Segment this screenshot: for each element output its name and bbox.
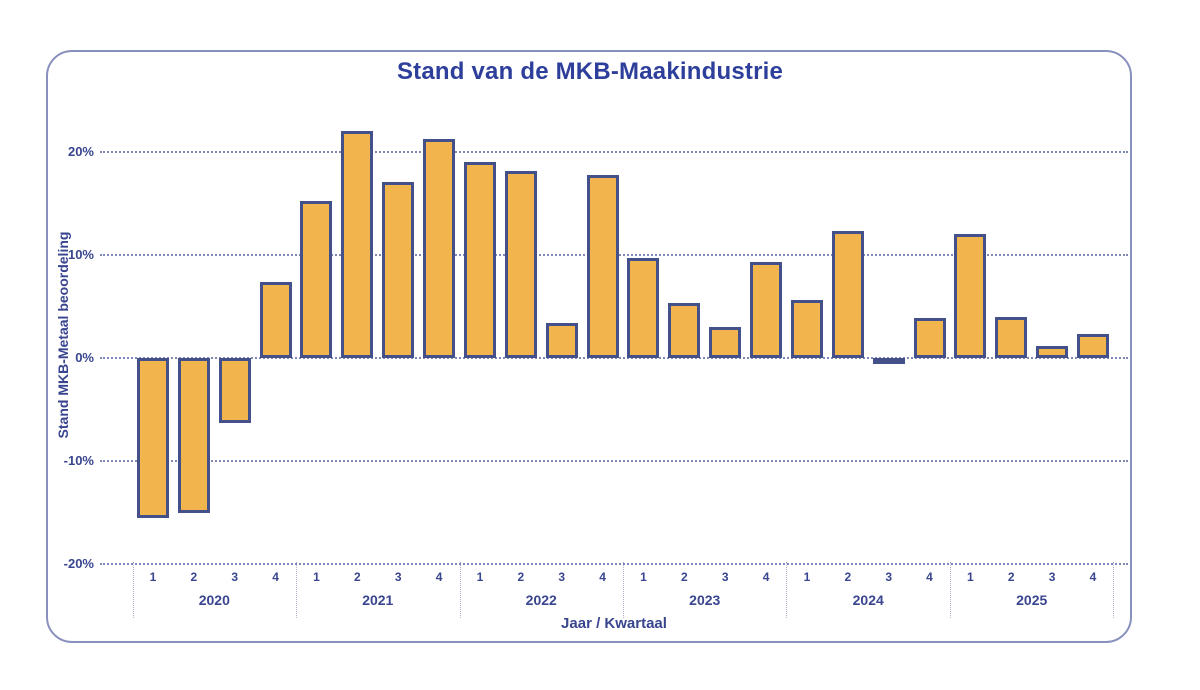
bar: [218, 358, 251, 423]
bar: [790, 300, 823, 358]
quarter-tick-label: 3: [721, 570, 729, 584]
bar: [831, 231, 864, 358]
gridline: [100, 357, 1128, 359]
bar: [995, 316, 1028, 358]
quarter-tick-label: 3: [1048, 570, 1056, 584]
bar: [709, 327, 742, 358]
quarter-tick-label: 1: [803, 570, 811, 584]
quarter-tick-label: 4: [1089, 570, 1097, 584]
bar: [341, 131, 374, 358]
y-tick-label: 0%: [75, 350, 94, 365]
bar: [504, 170, 537, 358]
gridline: [100, 563, 1128, 565]
bar: [382, 181, 415, 358]
quarter-tick-label: 1: [476, 570, 484, 584]
quarter-tick-label: 1: [313, 570, 320, 584]
bar: [177, 358, 210, 513]
year-separator: [623, 562, 624, 618]
bar: [668, 303, 701, 358]
chart-title: Stand van de MKB-Maakindustrie: [396, 58, 784, 85]
bar: [300, 201, 333, 358]
year-separator: [296, 562, 298, 618]
bar: [586, 174, 619, 358]
x-axis-title: Jaar / Kwartaal: [561, 615, 667, 632]
quarter-tick-label: 3: [558, 570, 566, 584]
bar: [954, 234, 987, 358]
bar: [423, 138, 456, 358]
bar: [627, 258, 660, 358]
quarter-tick-label: 2: [844, 570, 852, 584]
quarter-tick-label: 2: [190, 570, 198, 584]
quarter-tick-label: 4: [762, 570, 770, 584]
year-label: 2021: [362, 592, 394, 608]
year-label: 2020: [198, 592, 230, 608]
bar: [872, 358, 905, 364]
quarter-tick-label: 3: [885, 570, 892, 584]
bar: [463, 162, 496, 358]
year-separator: [786, 562, 788, 618]
gridline: [100, 151, 1128, 153]
bar: [750, 262, 783, 358]
quarter-tick-label: 3: [394, 570, 402, 584]
y-tick-label: -10%: [63, 453, 94, 468]
bar: [1036, 345, 1069, 358]
gridline: [100, 460, 1128, 462]
year-label: 2025: [1016, 592, 1048, 608]
year-separator: [949, 562, 951, 618]
quarter-tick-label: 2: [1007, 570, 1015, 584]
year-label: 2022: [525, 592, 557, 608]
quarter-tick-label: 4: [272, 570, 279, 584]
bar: [913, 317, 946, 358]
bar: [137, 358, 169, 518]
quarter-tick-label: 1: [640, 570, 647, 584]
quarter-tick-label: 3: [231, 570, 239, 584]
year-separator: [132, 562, 134, 618]
y-tick-label: 20%: [67, 144, 94, 159]
y-tick-label: 10%: [67, 247, 94, 262]
y-tick-label: -20%: [63, 556, 94, 571]
y-axis-title: Stand MKB-Metaal beoordeling: [55, 231, 71, 439]
year-separator: [459, 562, 461, 618]
bar: [545, 322, 578, 358]
quarter-tick-label: 4: [926, 570, 933, 584]
year-label: 2023: [689, 592, 721, 608]
quarter-tick-label: 2: [354, 570, 361, 584]
bar: [259, 281, 292, 358]
quarter-tick-label: 2: [680, 570, 688, 584]
quarter-tick-label: 1: [149, 570, 157, 584]
quarter-tick-label: 4: [599, 570, 606, 584]
quarter-tick-label: 2: [517, 570, 525, 584]
quarter-tick-label: 4: [435, 570, 443, 584]
year-separator: [1113, 562, 1115, 618]
quarter-tick-label: 1: [967, 570, 974, 584]
bar: [1077, 334, 1109, 358]
year-label: 2024: [852, 592, 884, 608]
chart-frame: [46, 50, 1132, 643]
